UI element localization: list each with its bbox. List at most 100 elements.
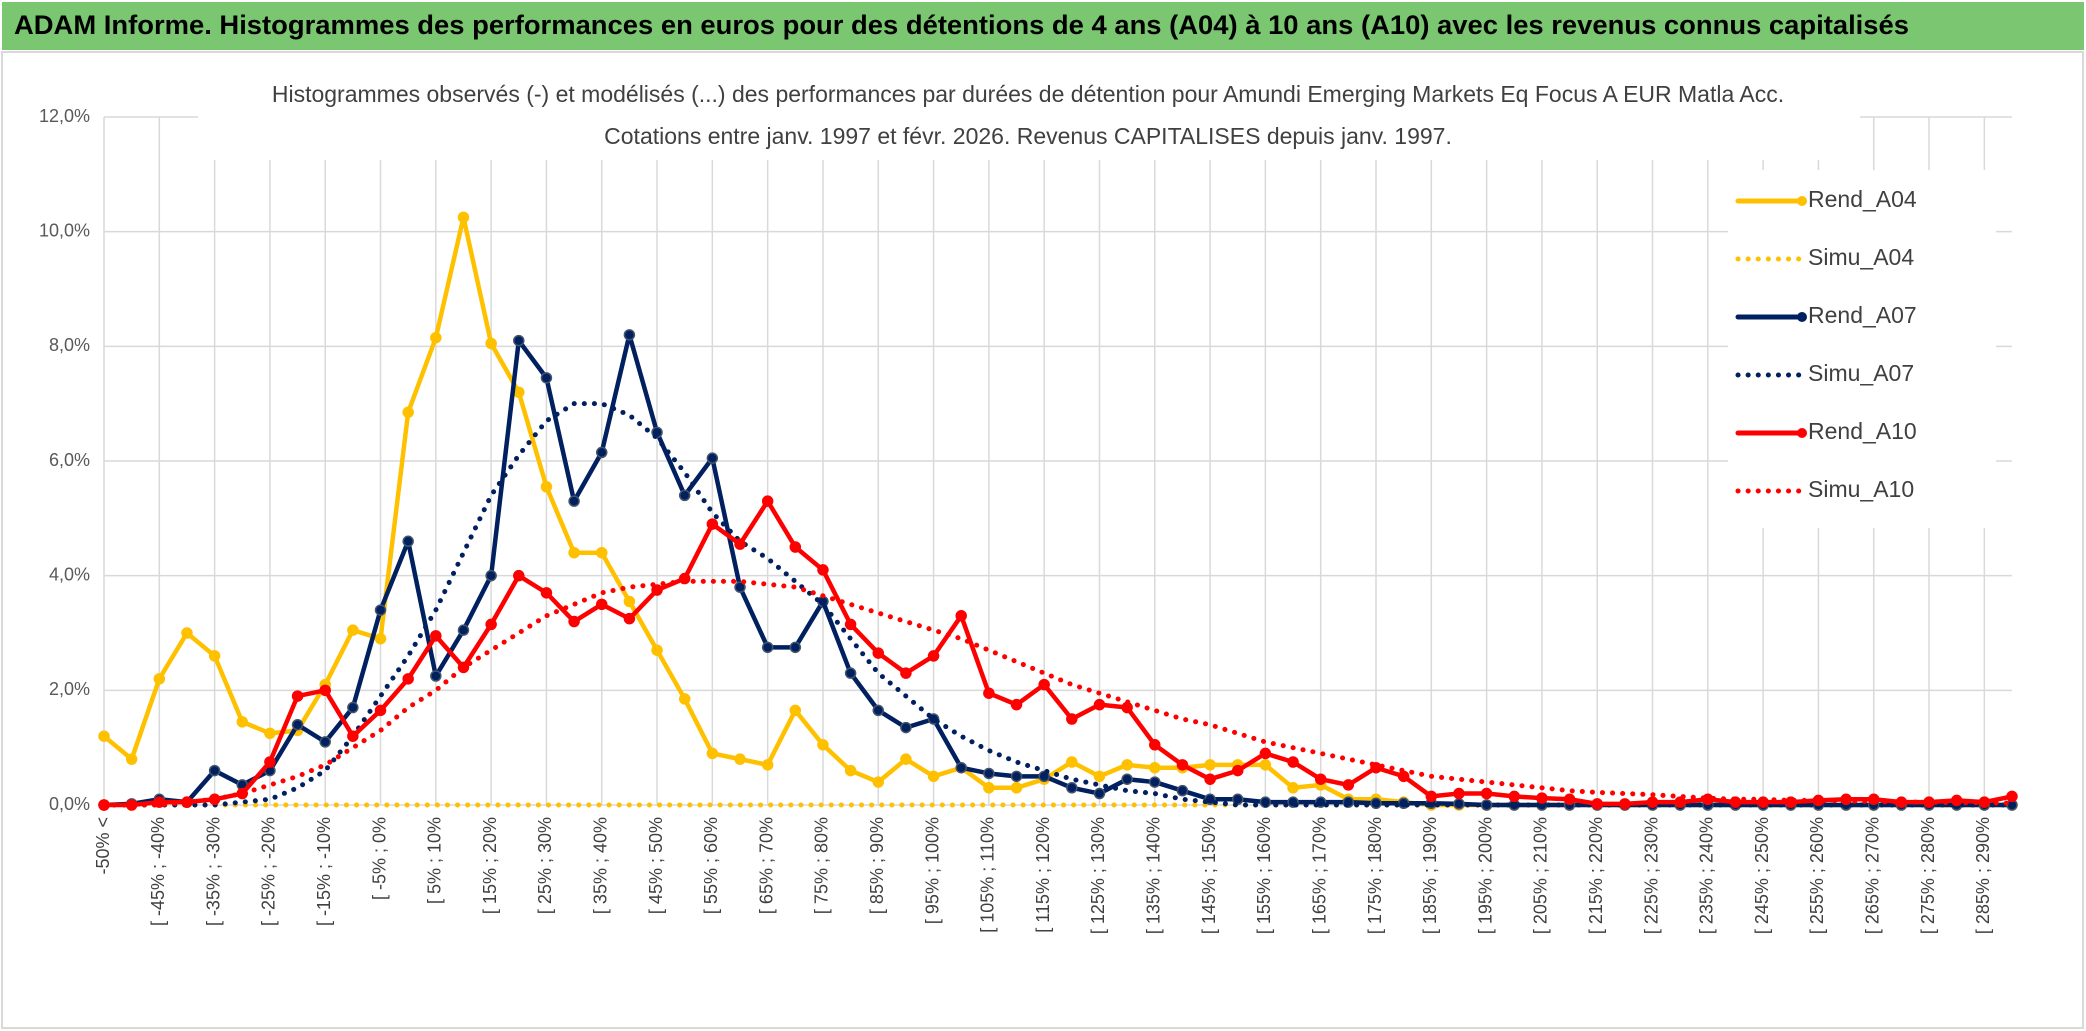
data-point [1093, 787, 1106, 800]
data-point [540, 481, 553, 493]
data-point [1287, 756, 1299, 768]
data-point [374, 604, 387, 616]
data-point [983, 767, 995, 780]
data-point [402, 406, 414, 419]
legend-marker [1797, 196, 1807, 206]
legend-label: Simu_A04 [1808, 244, 1914, 270]
data-point [1342, 779, 1355, 791]
data-point [872, 704, 885, 717]
x-tick-label: [ 185% ; 190% [1420, 817, 1440, 934]
data-point [181, 627, 193, 639]
x-tick-label: [ 55% ; 60% [701, 817, 721, 914]
data-point [1010, 770, 1023, 783]
data-point [706, 747, 719, 760]
x-tick-label: [ 15% ; 20% [480, 817, 500, 914]
data-point [1149, 739, 1161, 751]
data-point [1176, 759, 1189, 771]
data-point [347, 730, 359, 742]
data-point [595, 546, 608, 559]
data-point [125, 753, 138, 765]
x-tick-label: [ 155% ; 160% [1254, 817, 1274, 934]
data-point [1480, 787, 1493, 800]
data-point [264, 727, 276, 740]
data-point [291, 718, 304, 731]
data-point [927, 650, 940, 662]
y-tick-label: 0,0% [49, 794, 90, 814]
data-point [1121, 773, 1133, 785]
data-point [374, 704, 387, 717]
legend-label: Simu_A10 [1808, 476, 1914, 502]
data-point [457, 624, 470, 636]
data-point [1259, 759, 1272, 771]
x-tick-label: [ 115% ; 120% [1033, 817, 1053, 933]
data-point [734, 753, 746, 765]
legend-marker [1797, 428, 1807, 438]
data-point [1259, 747, 1272, 760]
data-point [1066, 782, 1078, 794]
series-line [101, 332, 2015, 808]
data-point [734, 581, 746, 593]
data-point [817, 564, 829, 576]
x-tick-label: [ -35% ; -30% [203, 817, 223, 926]
x-tick-label: [ 245% ; 250% [1752, 817, 1772, 934]
data-point [153, 673, 166, 685]
plot-area [98, 211, 2018, 811]
data-point [844, 764, 857, 777]
data-point [1619, 798, 1631, 810]
x-tick-label: [ 95% ; 100% [922, 817, 942, 924]
data-point [900, 667, 912, 679]
header-title: ADAM Informe. Histogrammes des performan… [14, 10, 1909, 40]
x-tick-label: [ 105% ; 110% [978, 817, 998, 933]
data-point [402, 673, 414, 685]
x-tick-label: [ 275% ; 280% [1918, 817, 1938, 934]
data-point [734, 538, 746, 550]
data-point [678, 693, 691, 705]
data-point [1121, 759, 1133, 771]
data-point [1536, 792, 1548, 804]
data-point [1176, 784, 1189, 797]
data-point [1093, 698, 1106, 711]
header-bar [2, 2, 2084, 50]
chart-subtitle: Cotations entre janv. 1997 et févr. 2026… [604, 123, 1452, 149]
data-point [1093, 770, 1106, 783]
data-point [595, 598, 608, 611]
series-line [101, 401, 2015, 808]
data-point [98, 730, 110, 742]
x-tick-label: [ 135% ; 140% [1144, 817, 1164, 934]
data-point [789, 704, 802, 717]
data-point [1453, 787, 1465, 800]
x-tick-label: [ 75% ; 80% [812, 817, 832, 914]
x-tick-label: [ 285% ; 290% [1973, 817, 1993, 934]
y-tick-label: 4,0% [49, 564, 90, 584]
x-tick-label: [ 205% ; 210% [1531, 817, 1551, 934]
data-point [2006, 790, 2018, 803]
data-point [706, 518, 719, 530]
x-tick-label: [ 225% ; 230% [1641, 817, 1661, 934]
y-tick-label: 12,0% [39, 106, 90, 126]
data-point [1314, 773, 1327, 785]
data-point [761, 495, 774, 507]
data-point [844, 618, 857, 631]
data-point [208, 650, 221, 662]
chart-border [1, 51, 2084, 1029]
legend-label: Simu_A07 [1808, 360, 1914, 386]
data-point [568, 615, 580, 628]
x-tick-label: [ 25% ; 30% [535, 817, 555, 914]
x-tick-label: [ 5% ; 10% [425, 817, 445, 904]
data-point [319, 736, 331, 748]
x-tick-label: [ 85% ; 90% [867, 817, 887, 914]
data-point [1397, 770, 1410, 783]
data-point [1149, 761, 1161, 774]
data-point [623, 329, 636, 341]
data-point [900, 753, 912, 765]
legend-label: Rend_A10 [1808, 418, 1917, 444]
data-point [678, 489, 691, 502]
data-point [374, 632, 387, 645]
data-point [761, 641, 774, 654]
data-point [568, 495, 580, 507]
data-point [513, 334, 525, 347]
data-point [485, 618, 497, 631]
legend-marker [1797, 312, 1807, 322]
data-point [955, 610, 967, 622]
